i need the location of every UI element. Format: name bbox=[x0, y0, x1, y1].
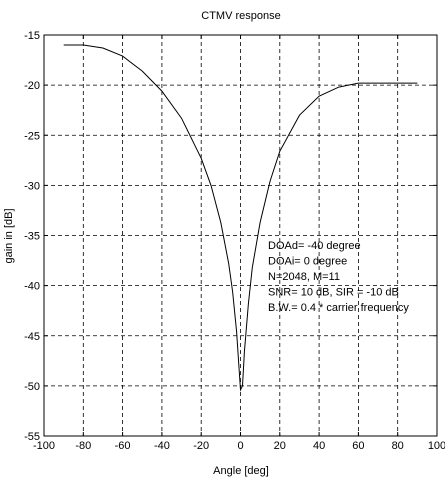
x-tick-label: 0 bbox=[237, 440, 243, 452]
x-tick-label: -20 bbox=[193, 440, 209, 452]
x-tick-label: 100 bbox=[428, 440, 445, 452]
grid bbox=[44, 35, 437, 436]
annotation-line: DOAi= 0 degree bbox=[268, 256, 347, 268]
y-tick-label: -55 bbox=[24, 431, 40, 443]
x-tick-label: 80 bbox=[392, 440, 404, 452]
x-axis-label: Angle [deg] bbox=[213, 465, 269, 477]
ticks bbox=[43, 34, 438, 437]
annotation-line: SNR= 10 dB, SIR = -10 dB bbox=[268, 287, 399, 299]
chart-title: CTMV response bbox=[201, 10, 280, 22]
x-tick-label: 60 bbox=[352, 440, 364, 452]
y-tick-label: -25 bbox=[24, 130, 40, 142]
annotation-line: N=2048, M=11 bbox=[268, 271, 340, 283]
y-tick-label: -40 bbox=[24, 281, 40, 293]
y-tick-label: -45 bbox=[24, 331, 40, 343]
x-tick-label: -60 bbox=[115, 440, 131, 452]
y-tick-labels: -55 -50 -45 -40 -35 -30 -25 -20 -15 bbox=[24, 30, 40, 443]
annotation-line: DOAd= -40 degree bbox=[268, 240, 361, 252]
y-tick-label: -15 bbox=[24, 30, 40, 42]
x-tick-label: -100 bbox=[33, 440, 55, 452]
annotation-line: B.W.= 0.4 * carrier frequency bbox=[268, 302, 409, 314]
x-tick-label: 40 bbox=[313, 440, 325, 452]
x-tick-label: -40 bbox=[154, 440, 170, 452]
y-tick-label: -30 bbox=[24, 180, 40, 192]
y-tick-label: -35 bbox=[24, 231, 40, 243]
series-line bbox=[63, 44, 418, 392]
x-tick-labels: -100 -80 -60 -40 -20 0 20 40 60 80 100 bbox=[33, 440, 445, 452]
y-tick-label: -50 bbox=[24, 381, 40, 393]
x-tick-label: 20 bbox=[274, 440, 286, 452]
annotation-box: DOAd= -40 degree DOAi= 0 degree N=2048, M=… bbox=[268, 240, 409, 314]
x-tick-label: -80 bbox=[75, 440, 91, 452]
y-tick-label: -20 bbox=[24, 80, 40, 92]
y-axis-label: gain in [dB] bbox=[3, 208, 15, 263]
